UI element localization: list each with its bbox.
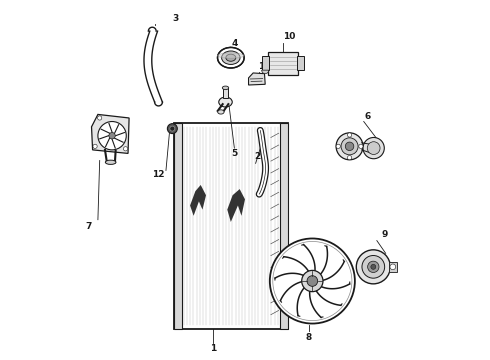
- Circle shape: [336, 144, 341, 148]
- Circle shape: [368, 142, 380, 154]
- Circle shape: [341, 138, 358, 155]
- Polygon shape: [92, 114, 129, 153]
- Text: 5: 5: [231, 149, 238, 158]
- Circle shape: [123, 147, 128, 151]
- Text: 4: 4: [231, 39, 238, 48]
- Circle shape: [98, 116, 102, 120]
- Bar: [174, 123, 288, 329]
- Bar: [389, 261, 397, 272]
- Ellipse shape: [218, 48, 244, 68]
- Bar: [280, 123, 288, 329]
- Ellipse shape: [218, 53, 244, 58]
- Circle shape: [347, 133, 352, 137]
- Ellipse shape: [221, 51, 240, 64]
- Circle shape: [359, 144, 363, 148]
- Bar: [268, 51, 298, 75]
- Ellipse shape: [218, 48, 244, 68]
- Text: 1: 1: [210, 344, 216, 353]
- Circle shape: [109, 132, 115, 139]
- Ellipse shape: [219, 97, 232, 107]
- Wedge shape: [262, 70, 269, 74]
- Circle shape: [363, 138, 384, 159]
- Polygon shape: [248, 73, 265, 85]
- Polygon shape: [190, 185, 206, 216]
- Ellipse shape: [105, 160, 116, 165]
- Circle shape: [390, 264, 395, 270]
- Circle shape: [356, 250, 391, 284]
- Text: 7: 7: [86, 221, 92, 230]
- Bar: [222, 88, 228, 99]
- Text: 9: 9: [382, 230, 388, 239]
- Circle shape: [270, 238, 355, 324]
- Text: 10: 10: [283, 32, 295, 41]
- Text: 11: 11: [258, 62, 271, 71]
- Circle shape: [362, 256, 385, 278]
- Ellipse shape: [222, 86, 229, 90]
- Text: 6: 6: [364, 112, 370, 121]
- Bar: [262, 56, 269, 70]
- Text: 2: 2: [254, 153, 261, 162]
- Circle shape: [336, 133, 363, 160]
- Circle shape: [368, 261, 379, 273]
- Circle shape: [371, 264, 376, 269]
- Bar: [362, 143, 372, 150]
- Circle shape: [170, 126, 175, 131]
- Text: 12: 12: [152, 170, 165, 179]
- Circle shape: [347, 156, 352, 160]
- Bar: [174, 123, 182, 329]
- Circle shape: [168, 123, 177, 134]
- Bar: [297, 56, 304, 70]
- Circle shape: [302, 270, 323, 292]
- Text: 8: 8: [306, 333, 312, 342]
- Circle shape: [93, 144, 97, 148]
- Text: 3: 3: [173, 14, 179, 23]
- Circle shape: [98, 122, 126, 150]
- Ellipse shape: [218, 110, 224, 114]
- Circle shape: [307, 276, 318, 286]
- Circle shape: [345, 142, 354, 150]
- Ellipse shape: [226, 54, 236, 61]
- Polygon shape: [227, 189, 245, 222]
